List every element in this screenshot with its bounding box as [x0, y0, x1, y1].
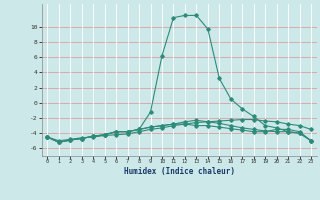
X-axis label: Humidex (Indice chaleur): Humidex (Indice chaleur) [124, 167, 235, 176]
